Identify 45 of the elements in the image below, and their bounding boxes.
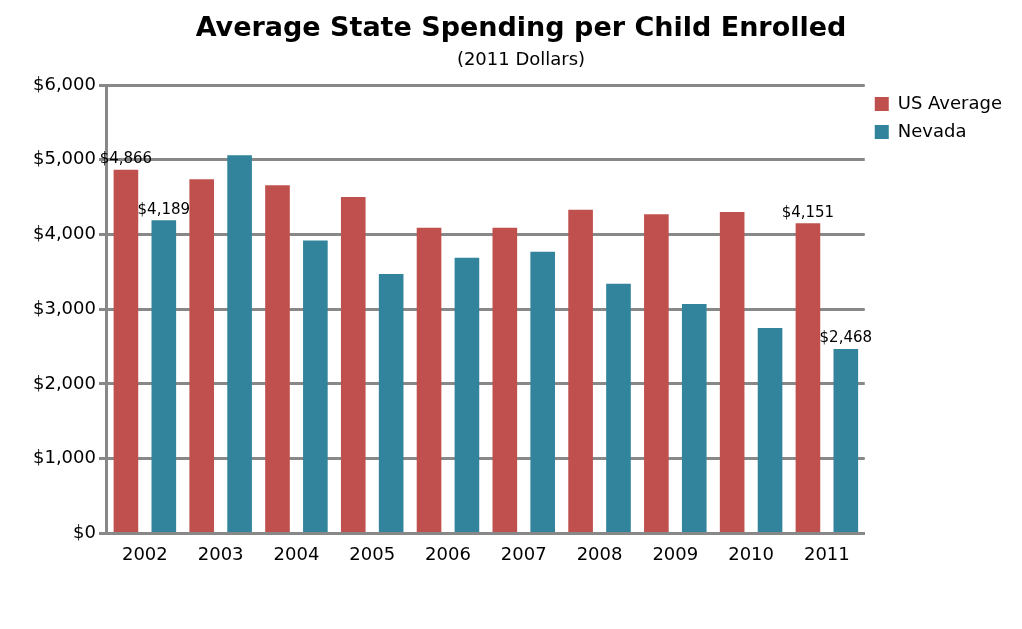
x-tick-label: 2008 [576, 542, 623, 564]
x-tick-label: 2006 [425, 542, 471, 564]
legend-label: Nevada [897, 119, 967, 141]
x-tick-label: 2010 [728, 542, 774, 564]
bar [113, 169, 139, 532]
bar [492, 227, 518, 532]
bar [530, 251, 556, 532]
bar [189, 179, 215, 532]
data-label: $2,468 [819, 328, 873, 347]
bar [303, 240, 328, 532]
bar [340, 197, 366, 532]
legend-label: US Average [897, 91, 1003, 113]
bar [227, 155, 252, 532]
x-tick-label: 2005 [349, 542, 396, 564]
bar [265, 185, 290, 532]
chart-title: Average State Spending per Child Enrolled [195, 11, 847, 43]
y-tick-label: $6,000 [33, 72, 96, 94]
data-label: $4,151 [781, 202, 835, 221]
bar [568, 209, 593, 532]
bar [378, 274, 404, 532]
y-tick-label: $5,000 [33, 147, 96, 169]
bar [795, 223, 821, 532]
data-label: $4,866 [99, 149, 153, 168]
x-tick-label: 2004 [273, 542, 320, 564]
y-tick-label: $4,000 [33, 222, 96, 244]
x-tick-label: 2011 [803, 542, 850, 564]
bar [416, 227, 442, 532]
bar [757, 327, 783, 532]
chart-subtitle: (2011 Dollars) [456, 47, 586, 69]
y-tick-label: $0 [73, 521, 96, 543]
x-tick-label: 2007 [500, 542, 547, 564]
bar [681, 303, 707, 532]
bar [454, 257, 480, 532]
bar [719, 212, 745, 532]
x-tick-label: 2002 [121, 542, 168, 564]
x-tick-label: 2009 [652, 542, 699, 564]
y-tick-label: $2,000 [33, 371, 96, 393]
y-tick-label: $1,000 [33, 446, 96, 468]
y-tick-label: $3,000 [33, 296, 96, 318]
bar [151, 220, 177, 532]
bar [833, 348, 859, 532]
bar [644, 214, 669, 532]
data-label: $4,189 [137, 199, 191, 218]
bar [606, 283, 631, 532]
x-tick-label: 2003 [197, 542, 244, 564]
